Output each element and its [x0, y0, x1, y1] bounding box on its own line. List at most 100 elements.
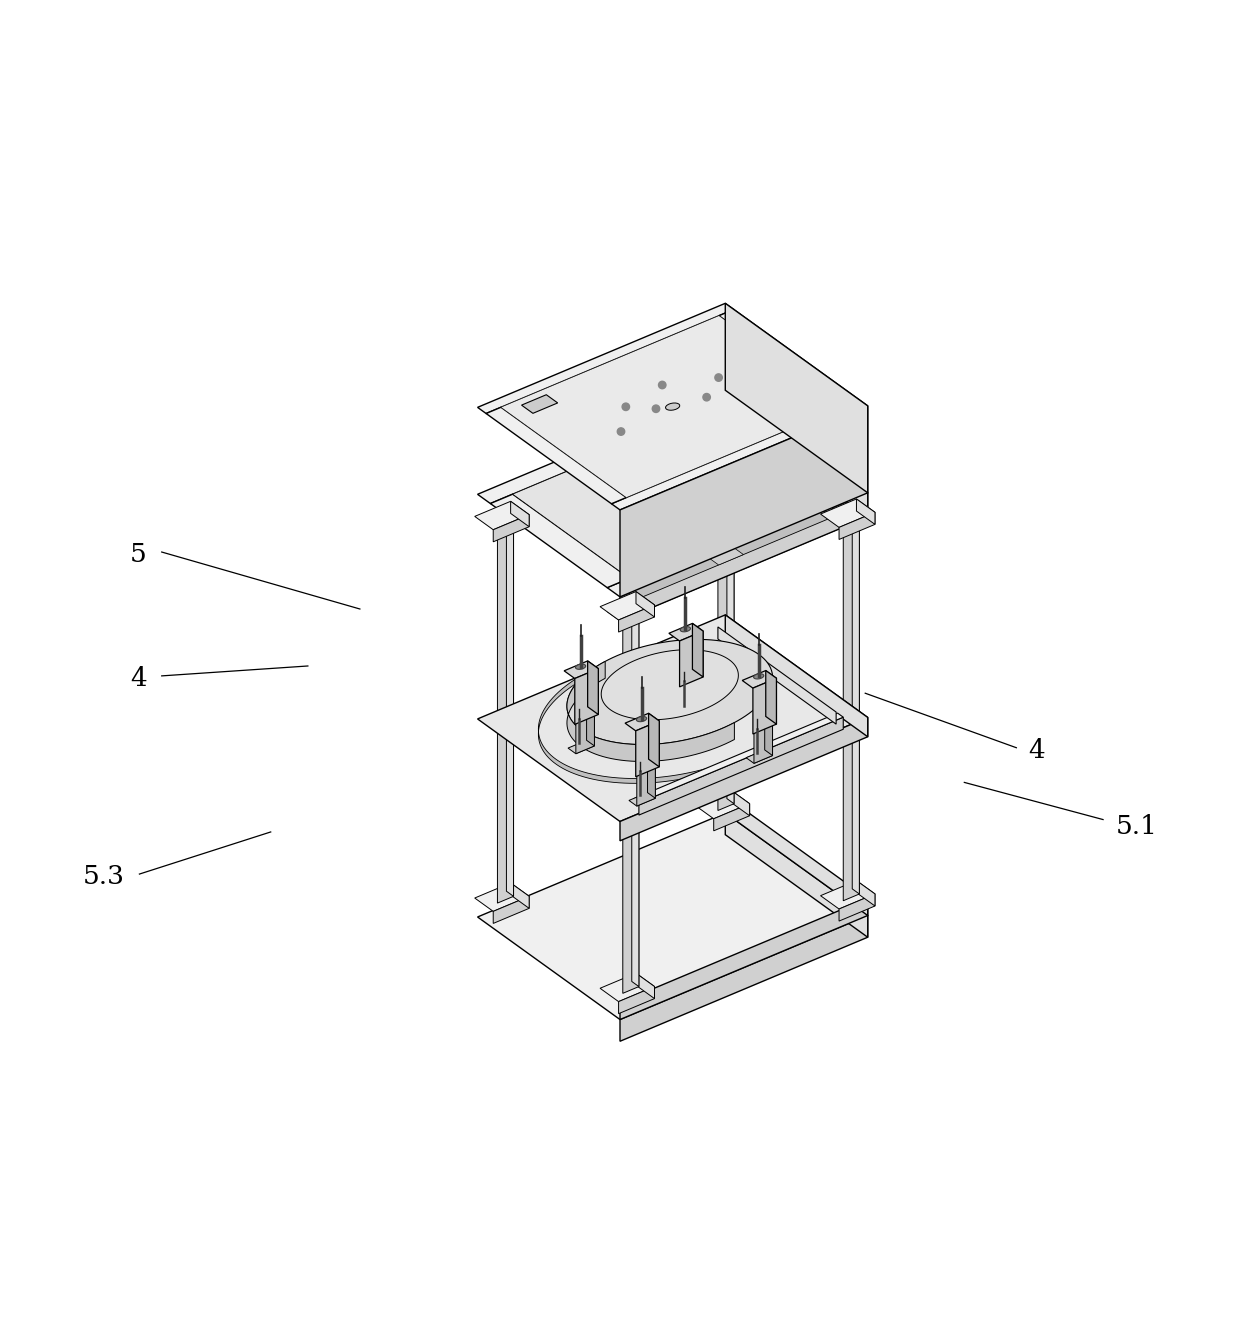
Polygon shape	[568, 740, 594, 754]
Polygon shape	[639, 719, 843, 815]
Polygon shape	[765, 718, 773, 755]
Polygon shape	[490, 510, 513, 522]
Polygon shape	[681, 677, 699, 717]
Polygon shape	[475, 502, 529, 529]
Polygon shape	[696, 409, 750, 437]
Polygon shape	[616, 600, 639, 612]
Polygon shape	[836, 507, 859, 519]
Polygon shape	[475, 882, 529, 912]
Polygon shape	[506, 510, 513, 896]
Polygon shape	[647, 762, 656, 799]
Polygon shape	[719, 309, 859, 406]
Polygon shape	[567, 640, 773, 744]
Polygon shape	[564, 661, 599, 678]
Polygon shape	[666, 403, 680, 410]
Polygon shape	[636, 973, 655, 999]
Polygon shape	[601, 650, 738, 719]
Polygon shape	[512, 409, 832, 579]
Polygon shape	[501, 316, 844, 498]
Polygon shape	[636, 717, 646, 722]
Polygon shape	[753, 678, 776, 734]
Polygon shape	[696, 791, 750, 819]
Circle shape	[652, 405, 660, 413]
Polygon shape	[714, 422, 750, 450]
Polygon shape	[711, 417, 734, 429]
Polygon shape	[575, 669, 599, 725]
Circle shape	[715, 374, 723, 381]
Polygon shape	[477, 390, 738, 503]
Polygon shape	[754, 674, 764, 679]
Polygon shape	[538, 657, 768, 783]
Polygon shape	[857, 499, 875, 524]
Polygon shape	[743, 670, 776, 689]
Polygon shape	[636, 721, 660, 776]
Polygon shape	[692, 624, 703, 677]
Polygon shape	[620, 492, 868, 621]
Circle shape	[618, 427, 625, 435]
Polygon shape	[692, 671, 699, 709]
Polygon shape	[668, 624, 703, 641]
Polygon shape	[601, 471, 744, 565]
Polygon shape	[725, 813, 868, 937]
Circle shape	[658, 381, 666, 389]
Text: 5.3: 5.3	[83, 864, 124, 889]
Polygon shape	[852, 507, 859, 894]
Polygon shape	[634, 713, 843, 803]
Polygon shape	[619, 605, 655, 632]
Polygon shape	[715, 399, 854, 492]
Polygon shape	[588, 661, 599, 714]
Polygon shape	[587, 709, 594, 746]
Polygon shape	[477, 813, 868, 1019]
Polygon shape	[727, 417, 734, 804]
Polygon shape	[486, 407, 626, 504]
Polygon shape	[732, 791, 750, 816]
Polygon shape	[611, 399, 868, 510]
Polygon shape	[477, 614, 868, 821]
Text: 5: 5	[130, 541, 146, 567]
Polygon shape	[494, 896, 529, 924]
Polygon shape	[567, 661, 734, 762]
Polygon shape	[673, 703, 699, 717]
Polygon shape	[575, 714, 594, 754]
Polygon shape	[522, 394, 558, 413]
Polygon shape	[630, 492, 832, 602]
Polygon shape	[490, 494, 630, 588]
Polygon shape	[766, 670, 776, 725]
Polygon shape	[839, 894, 875, 921]
Polygon shape	[714, 804, 750, 831]
Polygon shape	[821, 499, 875, 527]
Polygon shape	[625, 714, 660, 731]
Polygon shape	[575, 664, 585, 669]
Polygon shape	[836, 713, 841, 725]
Polygon shape	[608, 508, 868, 621]
Polygon shape	[636, 592, 655, 617]
Polygon shape	[821, 881, 875, 909]
Polygon shape	[746, 750, 773, 763]
Polygon shape	[649, 714, 660, 767]
Polygon shape	[725, 614, 868, 736]
Polygon shape	[681, 626, 691, 632]
Polygon shape	[637, 767, 656, 805]
Polygon shape	[732, 409, 750, 434]
Polygon shape	[511, 502, 529, 527]
Polygon shape	[620, 916, 868, 1042]
Circle shape	[622, 403, 630, 410]
Text: 4: 4	[1029, 738, 1045, 763]
Polygon shape	[634, 715, 843, 805]
Polygon shape	[631, 600, 639, 986]
Polygon shape	[620, 898, 868, 1019]
Polygon shape	[511, 882, 529, 909]
Text: 4: 4	[130, 666, 146, 691]
Polygon shape	[639, 717, 843, 815]
Polygon shape	[839, 512, 875, 540]
Polygon shape	[718, 628, 841, 714]
Polygon shape	[754, 725, 773, 763]
Polygon shape	[857, 881, 875, 906]
Polygon shape	[725, 390, 868, 518]
Polygon shape	[680, 632, 703, 687]
Polygon shape	[715, 409, 832, 518]
Polygon shape	[629, 792, 656, 805]
Text: 5.1: 5.1	[1116, 815, 1157, 840]
Polygon shape	[494, 515, 529, 541]
Polygon shape	[497, 515, 513, 904]
